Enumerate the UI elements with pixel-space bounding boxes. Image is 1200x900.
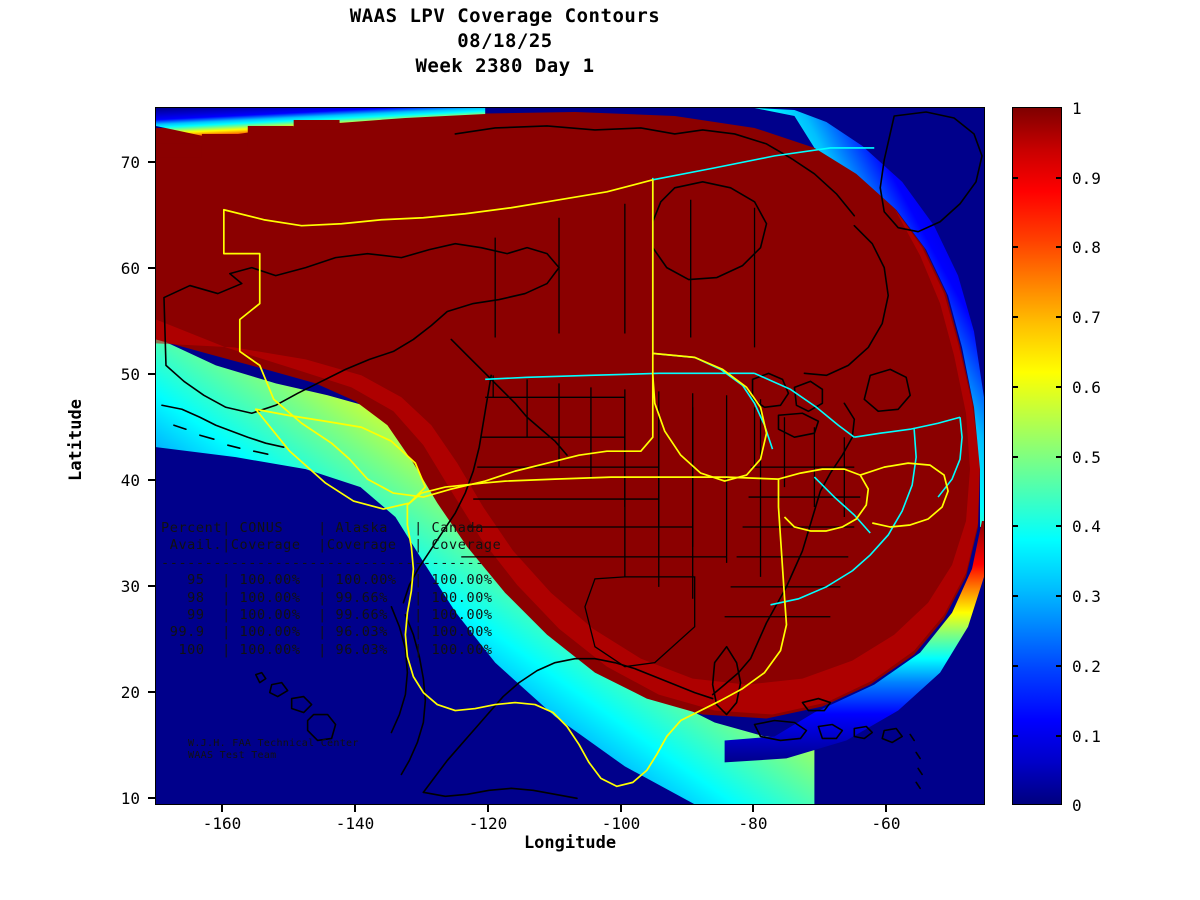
x-tick (487, 805, 489, 812)
colorbar-tick (1012, 316, 1018, 318)
x-tick-label: -60 (871, 814, 901, 833)
colorbar-tick-label: 0.2 (1072, 657, 1101, 676)
colorbar-tick-label: 0 (1072, 796, 1082, 815)
colorbar-tick (1012, 665, 1018, 667)
y-tick-label: 10 (120, 789, 140, 808)
colorbar-tick (1012, 246, 1018, 248)
colorbar-tick-label: 0.5 (1072, 448, 1101, 467)
colorbar-tick (1056, 665, 1062, 667)
y-axis-label: Latitude (66, 399, 86, 481)
x-tick (354, 805, 356, 812)
colorbar-tick (1012, 386, 1018, 388)
title-block: WAAS LPV Coverage Contours 08/18/25 Week… (0, 4, 1010, 79)
x-tick-label: -120 (468, 814, 508, 833)
colorbar (1012, 107, 1062, 805)
colorbar-tick (1012, 525, 1018, 527)
title-date: 08/18/25 (457, 30, 553, 52)
y-tick (148, 161, 155, 163)
credit-text: W.J.H. FAA Technical Center WAAS Test Te… (188, 738, 359, 761)
page-title: WAAS LPV Coverage Contours (349, 5, 661, 27)
colorbar-tick-label: 0.3 (1072, 587, 1101, 606)
colorbar-tick (1012, 177, 1018, 179)
x-tick-label: -140 (335, 814, 375, 833)
colorbar-tick-label: 0.9 (1072, 169, 1101, 188)
colorbar-tick-label: 0.8 (1072, 238, 1101, 257)
colorbar-tick (1012, 456, 1018, 458)
y-tick (148, 267, 155, 269)
colorbar-tick (1056, 177, 1062, 179)
x-tick-label: -80 (738, 814, 768, 833)
x-tick (885, 805, 887, 812)
y-tick-label: 60 (120, 259, 140, 278)
y-tick (148, 373, 155, 375)
colorbar-tick (1056, 246, 1062, 248)
state-boundary-layer (461, 199, 861, 668)
colorbar-tick (1056, 456, 1062, 458)
colorbar-tick-label: 0.7 (1072, 308, 1101, 327)
y-tick-label: 50 (120, 365, 140, 384)
colorbar-tick (1056, 595, 1062, 597)
y-tick (148, 797, 155, 799)
y-tick-label: 40 (120, 471, 140, 490)
y-tick-label: 20 (120, 683, 140, 702)
coastline-layer (161, 111, 983, 800)
colorbar-tick (1056, 525, 1062, 527)
x-tick (221, 805, 223, 812)
colorbar-tick (1056, 386, 1062, 388)
service-volume-boundary-layer (222, 178, 949, 788)
y-tick-label: 30 (120, 577, 140, 596)
y-tick (148, 479, 155, 481)
colorbar-tick-label: 1 (1072, 99, 1082, 118)
colorbar-tick (1012, 735, 1018, 737)
colorbar-tick-label: 0.1 (1072, 727, 1101, 746)
y-tick (148, 691, 155, 693)
y-tick-label: 70 (120, 153, 140, 172)
colorbar-tick (1056, 316, 1062, 318)
x-tick-label: -160 (202, 814, 242, 833)
x-axis-label: Longitude (523, 833, 617, 853)
colorbar-tick-label: 0.4 (1072, 517, 1101, 536)
coverage-contour-field (156, 108, 984, 804)
coverage-statistics-table: Percent| CONUS | Alaska | Canada Avail.|… (161, 520, 502, 658)
coverage-map-plot[interactable]: Percent| CONUS | Alaska | Canada Avail.|… (155, 107, 985, 805)
x-tick-label: -100 (601, 814, 641, 833)
title-week-day: Week 2380 Day 1 (415, 55, 595, 77)
colorbar-tick (1012, 595, 1018, 597)
x-tick (752, 805, 754, 812)
y-tick (148, 585, 155, 587)
x-tick (620, 805, 622, 812)
colorbar-tick (1056, 735, 1062, 737)
colorbar-tick-label: 0.6 (1072, 378, 1101, 397)
